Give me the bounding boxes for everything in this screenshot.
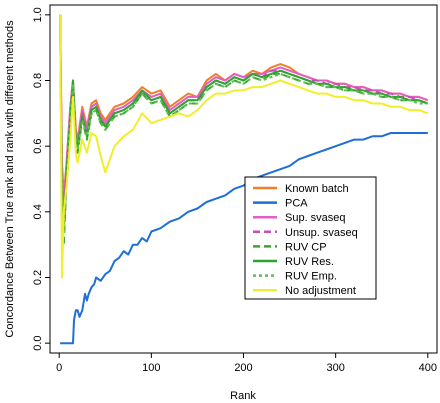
series-line-1: [60, 132, 428, 345]
y-tick-label: 0.4: [32, 204, 44, 219]
x-axis: 0 100 200 300 400: [56, 353, 437, 374]
legend-label: RUV Emp.: [285, 271, 337, 283]
y-tick-label: 0.2: [32, 270, 44, 285]
series-line-0: [59, 14, 429, 197]
x-axis-title: Rank: [230, 390, 256, 402]
y-tick-label: 0.8: [32, 73, 44, 88]
x-tick-label: 200: [234, 362, 252, 374]
x-tick-label: 100: [142, 362, 160, 374]
legend-label: No adjustment: [285, 285, 356, 297]
x-tick-label: 400: [419, 362, 437, 374]
legend: Known batch PCA Sup. svaseq Unsup. svaseq RU…: [244, 176, 377, 300]
x-tick-label: 300: [326, 362, 344, 374]
series-line-7: [59, 14, 429, 279]
series-lines: [59, 14, 429, 345]
plot-frame: [49, 4, 438, 354]
legend-label: Sup. svaseq: [285, 212, 346, 224]
legend-label: Known batch: [285, 183, 349, 195]
legend-label: Unsup. svaseq: [285, 227, 358, 239]
y-tick-label: 0.0: [32, 336, 44, 351]
y-tick-label: 0.6: [32, 139, 44, 154]
y-axis-title: Concordance Between True rank and rank w…: [4, 20, 16, 338]
series-line-6: [59, 14, 428, 236]
legend-label: RUV Res.: [285, 256, 334, 268]
legend-box: [244, 176, 377, 300]
y-axis: 0.0 0.2 0.4 0.6 0.8 1.0: [32, 7, 50, 351]
y-tick-label: 1.0: [32, 7, 44, 22]
legend-label: RUV CP: [285, 241, 327, 253]
legend-label: PCA: [285, 198, 308, 210]
x-tick-label: 0: [56, 362, 62, 374]
